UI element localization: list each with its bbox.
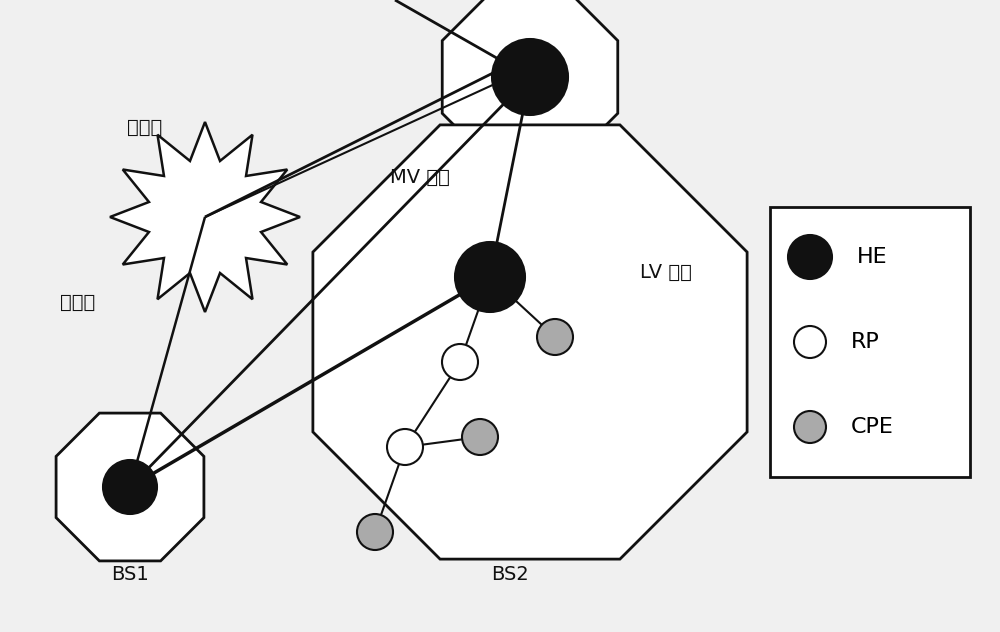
Text: CPE: CPE [851,417,894,437]
Text: 光链路: 光链路 [60,293,95,312]
Text: MV 链路: MV 链路 [390,167,450,186]
Polygon shape [313,125,747,559]
Circle shape [357,514,393,550]
Circle shape [387,429,423,465]
Circle shape [537,319,573,355]
Circle shape [794,411,826,443]
Text: BS2: BS2 [491,564,529,583]
Circle shape [794,326,826,358]
Circle shape [103,460,157,514]
Text: RP: RP [851,332,880,352]
Polygon shape [110,122,300,312]
Text: HE: HE [857,247,888,267]
FancyBboxPatch shape [770,207,970,477]
Circle shape [492,39,568,115]
Text: 骨干网: 骨干网 [127,118,163,137]
Circle shape [442,344,478,380]
Circle shape [455,242,525,312]
Text: BS1: BS1 [111,564,149,583]
Polygon shape [56,413,204,561]
Polygon shape [442,0,618,165]
Text: LV 链路: LV 链路 [640,262,692,281]
Circle shape [462,419,498,455]
Circle shape [788,235,832,279]
